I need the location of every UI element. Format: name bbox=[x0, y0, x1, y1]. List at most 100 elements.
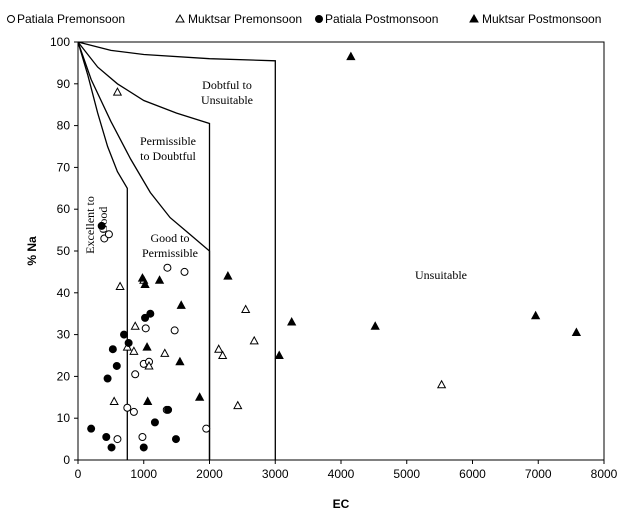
legend-label: Patiala Premonsoon bbox=[17, 12, 125, 26]
legend-item-muktsar-premonsoon: Muktsar Premonsoon bbox=[175, 12, 302, 26]
point-patiala-premonsoon bbox=[131, 370, 140, 379]
point-patiala-postmonsoon bbox=[146, 309, 155, 318]
region-label-doubtful-line1: Dobtful to bbox=[202, 78, 252, 92]
legend: Patiala Premonsoon Muktsar Premonsoon Pa… bbox=[7, 12, 601, 26]
point-muktsar-premonsoon bbox=[214, 344, 224, 353]
legend-item-muktsar-postmonsoon: Muktsar Postmonsoon bbox=[469, 12, 601, 26]
x-tick-label: 3000 bbox=[262, 467, 289, 481]
point-patiala-premonsoon bbox=[138, 433, 147, 442]
point-muktsar-postmonsoon bbox=[137, 273, 148, 282]
point-muktsar-postmonsoon bbox=[370, 321, 380, 330]
point-patiala-postmonsoon bbox=[107, 443, 116, 452]
point-muktsar-postmonsoon bbox=[346, 51, 356, 61]
classification-boundaries bbox=[77, 41, 276, 460]
region-label-unsuitable: Unsuitable bbox=[415, 268, 467, 282]
point-patiala-premonsoon bbox=[104, 230, 113, 239]
boundary-doubtful-unsuitable bbox=[77, 41, 276, 460]
point-muktsar-premonsoon bbox=[109, 396, 119, 405]
boundary-good-permissible bbox=[77, 41, 211, 460]
point-patiala-premonsoon bbox=[170, 326, 179, 335]
point-patiala-premonsoon bbox=[180, 267, 189, 276]
region-label-doubtful-line2: Unsuitable bbox=[201, 93, 253, 107]
x-tick-label: 5000 bbox=[393, 467, 420, 481]
region-label-good-line1: Good to bbox=[151, 231, 190, 245]
y-tick-label: 10 bbox=[57, 411, 71, 425]
point-patiala-premonsoon bbox=[123, 403, 132, 412]
point-patiala-postmonsoon bbox=[171, 435, 180, 444]
y-tick-label: 0 bbox=[63, 453, 70, 467]
legend-label: Muktsar Postmonsoon bbox=[482, 12, 601, 26]
boundary-excellent-good bbox=[77, 41, 128, 460]
region-label-excellent-line1: Excellent to bbox=[83, 196, 97, 254]
point-muktsar-premonsoon bbox=[115, 281, 125, 291]
point-muktsar-premonsoon bbox=[249, 335, 259, 345]
point-muktsar-premonsoon bbox=[144, 360, 154, 370]
point-patiala-postmonsoon bbox=[87, 424, 96, 433]
point-patiala-premonsoon bbox=[163, 263, 172, 272]
x-axis: 0 1000 2000 3000 4000 5000 6000 7000 8000 bbox=[75, 460, 618, 481]
point-muktsar-premonsoon bbox=[436, 379, 447, 389]
point-muktsar-premonsoon bbox=[130, 321, 140, 330]
point-patiala-postmonsoon bbox=[164, 405, 173, 414]
legend-marker-triangle-open bbox=[175, 13, 185, 23]
point-muktsar-postmonsoon bbox=[143, 396, 153, 405]
x-tick-label: 6000 bbox=[459, 467, 486, 481]
point-muktsar-premonsoon bbox=[112, 87, 123, 96]
y-tick-label: 60 bbox=[57, 202, 71, 216]
y-axis-label: % Na bbox=[25, 236, 39, 266]
point-muktsar-postmonsoon bbox=[571, 327, 582, 337]
point-muktsar-premonsoon bbox=[241, 304, 251, 314]
region-label-good-line2: Permissible bbox=[142, 246, 198, 260]
legend-label: Patiala Postmonsoon bbox=[325, 12, 438, 26]
point-muktsar-postmonsoon bbox=[140, 279, 150, 288]
point-muktsar-postmonsoon bbox=[194, 392, 205, 401]
point-patiala-postmonsoon bbox=[103, 374, 112, 383]
region-label-permissible-line2: to Doubtful bbox=[140, 149, 196, 163]
point-patiala-premonsoon bbox=[113, 435, 122, 444]
point-patiala-postmonsoon bbox=[97, 221, 106, 230]
boundary-permissible-doubtful bbox=[77, 41, 211, 460]
x-tick-label: 2000 bbox=[196, 467, 223, 481]
legend-item-patiala-postmonsoon: Patiala Postmonsoon bbox=[315, 12, 438, 26]
point-muktsar-postmonsoon bbox=[223, 271, 233, 280]
point-patiala-postmonsoon bbox=[108, 345, 117, 354]
point-patiala-postmonsoon bbox=[150, 418, 159, 427]
legend-marker-circle-filled bbox=[315, 15, 323, 23]
y-tick-label: 100 bbox=[50, 35, 70, 49]
point-patiala-postmonsoon bbox=[102, 433, 111, 442]
x-tick-label: 1000 bbox=[130, 467, 157, 481]
y-axis: 0 10 20 30 40 50 60 70 80 90 100 bbox=[50, 35, 78, 467]
legend-label: Muktsar Premonsoon bbox=[188, 12, 302, 26]
y-tick-label: 80 bbox=[57, 119, 71, 133]
point-muktsar-postmonsoon bbox=[287, 317, 297, 326]
point-muktsar-postmonsoon bbox=[530, 310, 541, 320]
legend-item-patiala-premonsoon: Patiala Premonsoon bbox=[7, 12, 125, 26]
point-patiala-postmonsoon bbox=[141, 313, 150, 322]
point-patiala-postmonsoon bbox=[124, 338, 133, 347]
point-patiala-premonsoon bbox=[141, 324, 150, 333]
region-labels: Excellent to Good Good to Permissible Pe… bbox=[83, 78, 467, 282]
point-muktsar-premonsoon bbox=[129, 346, 139, 355]
y-tick-label: 40 bbox=[57, 286, 71, 300]
x-tick-label: 7000 bbox=[525, 467, 552, 481]
y-tick-label: 90 bbox=[57, 77, 71, 91]
legend-marker-triangle-filled bbox=[469, 13, 479, 23]
x-tick-label: 0 bbox=[75, 467, 82, 481]
point-patiala-premonsoon bbox=[202, 424, 211, 433]
point-patiala-postmonsoon bbox=[112, 361, 121, 370]
data-points bbox=[87, 51, 582, 452]
point-muktsar-premonsoon bbox=[218, 350, 228, 359]
y-tick-label: 50 bbox=[57, 244, 71, 258]
point-muktsar-premonsoon bbox=[233, 400, 243, 410]
region-label-permissible-line1: Permissible bbox=[140, 134, 196, 148]
y-tick-label: 30 bbox=[57, 328, 71, 342]
point-patiala-premonsoon bbox=[129, 407, 138, 416]
x-tick-label: 8000 bbox=[591, 467, 618, 481]
y-tick-label: 70 bbox=[57, 160, 71, 174]
point-muktsar-postmonsoon bbox=[142, 342, 152, 351]
point-muktsar-postmonsoon bbox=[176, 300, 186, 309]
point-muktsar-postmonsoon bbox=[175, 356, 185, 366]
y-tick-label: 20 bbox=[57, 369, 71, 383]
point-patiala-postmonsoon bbox=[139, 443, 148, 452]
